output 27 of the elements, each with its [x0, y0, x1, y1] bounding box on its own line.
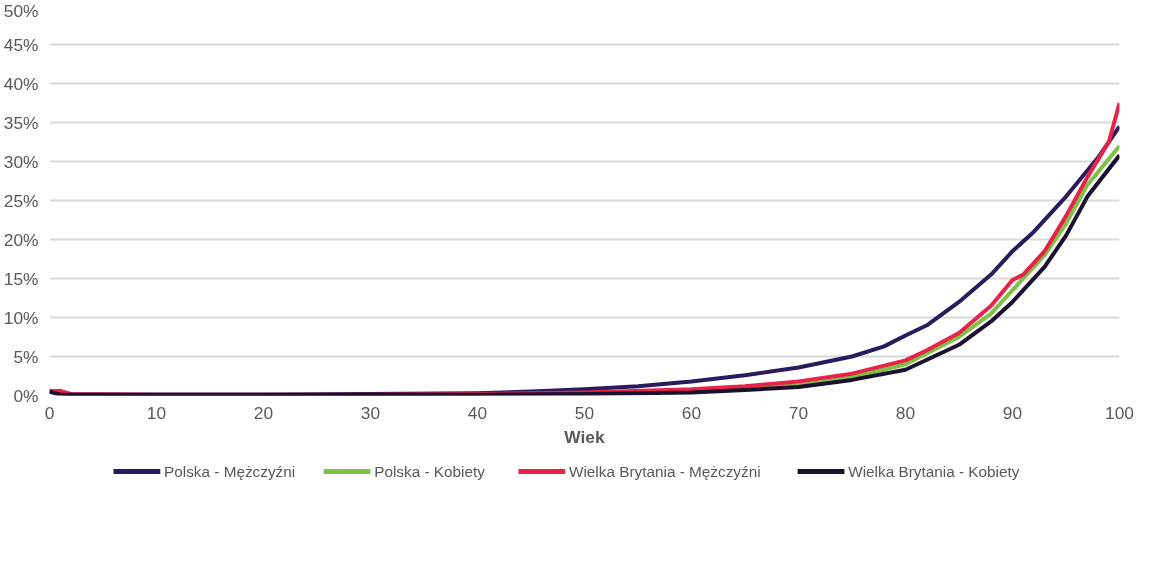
- y-tick-label: 10%: [3, 307, 39, 328]
- y-tick-label: 30%: [3, 151, 39, 172]
- y-tick-label: 15%: [3, 268, 39, 289]
- x-tick-label: 20: [253, 402, 274, 423]
- x-tick-label: 90: [1002, 402, 1023, 423]
- y-tick-label: 0%: [13, 385, 39, 406]
- x-axis-title: Wiek: [564, 426, 606, 447]
- legend-label: Wielka Brytania - Mężczyźni: [568, 463, 761, 480]
- legend-label: Wielka Brytania - Kobiety: [848, 463, 1020, 480]
- y-tick-label: 20%: [3, 229, 39, 250]
- x-tick-label: 40: [467, 402, 488, 423]
- y-tick-label: 25%: [3, 190, 39, 211]
- x-tick-label: 10: [146, 402, 167, 423]
- x-tick-label: 0: [44, 402, 55, 423]
- legend-label: Polska - Mężczyźni: [164, 463, 296, 480]
- x-tick-label: 60: [681, 402, 702, 423]
- x-tick-label: 80: [895, 402, 916, 423]
- y-tick-label: 5%: [13, 346, 39, 367]
- legend-label: Polska - Kobiety: [374, 463, 486, 480]
- x-tick-label: 30: [360, 402, 381, 423]
- x-tick-label: 100: [1105, 402, 1134, 423]
- x-tick-label: 70: [788, 402, 809, 423]
- x-tick-label: 50: [574, 402, 595, 423]
- y-tick-label: 45%: [3, 34, 39, 55]
- y-tick-label: 35%: [3, 112, 39, 133]
- y-tick-label: 40%: [3, 73, 39, 94]
- y-tick-label: 50%: [3, 0, 39, 21]
